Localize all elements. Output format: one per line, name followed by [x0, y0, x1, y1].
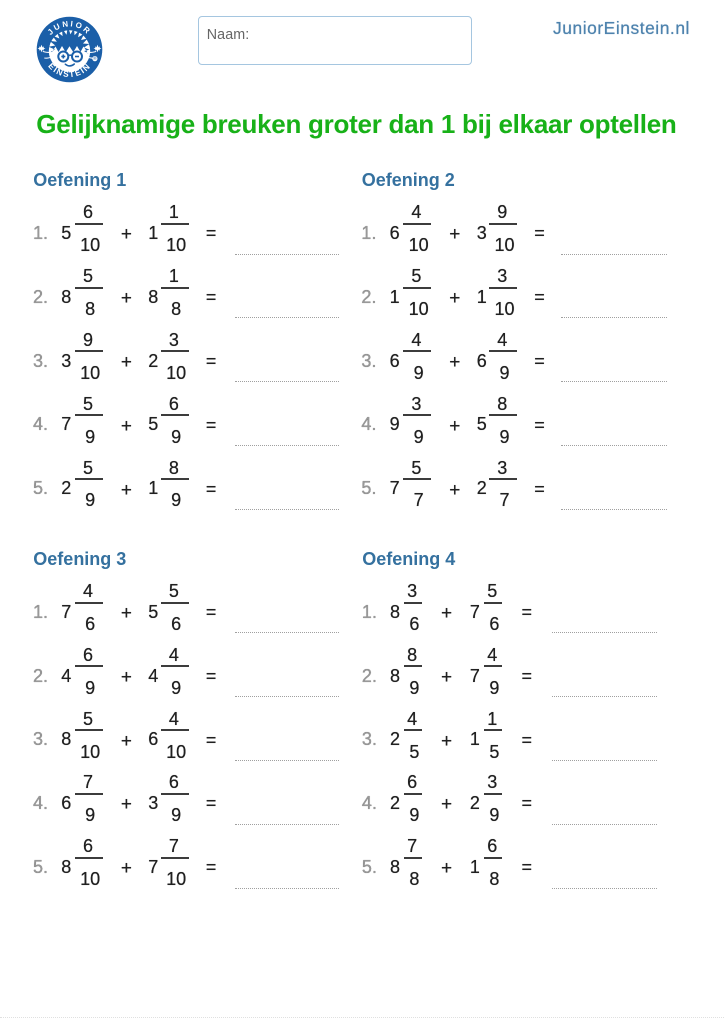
svg-text:®: ® [93, 55, 97, 62]
